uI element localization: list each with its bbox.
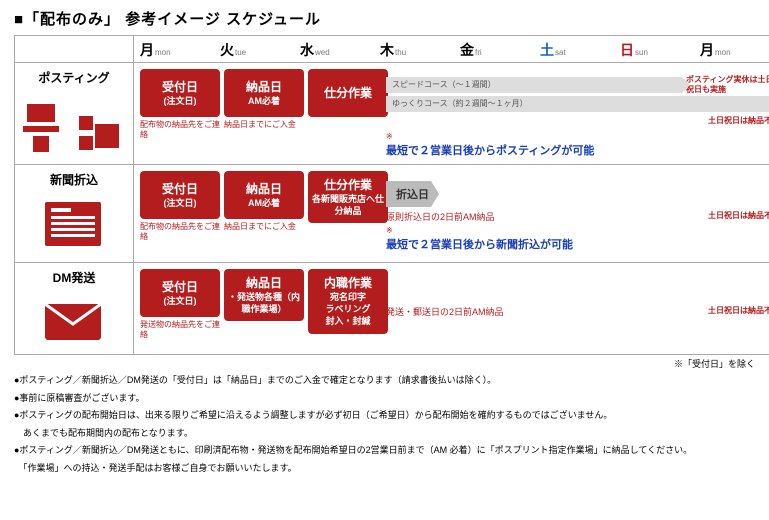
service-name-newspaper: 新聞折込 (19, 171, 129, 188)
footnote: あくまでも配布期間内の配布となります。 (14, 427, 755, 441)
schedule-box: 内職作業宛名印字ラベリング封入・封緘 (308, 269, 388, 334)
footnote: ●ポスティングの配布開始日は、出来る限りご希望に沿えるよう調整しますが必ず初日（… (14, 409, 755, 423)
day-header: 水wed (300, 40, 380, 60)
box-subnote: 納品日までにご入金 (224, 222, 304, 232)
no-delivery-note: 土日祝日は納品不可 (708, 305, 769, 318)
day-header: 火tue (220, 40, 300, 60)
box-subnote: 発送物の納品先をご連絡 (140, 320, 220, 341)
day-header: 月mon (700, 40, 769, 60)
schedule-box: 納品日・発送物各種（内職作業場） (224, 269, 304, 321)
schedule-box: 受付日(注文日) (140, 269, 220, 317)
schedule-box: 受付日(注文日) (140, 69, 220, 117)
dm-icon (39, 296, 109, 346)
day-header: 金fri (460, 40, 540, 60)
schedule-box: 納品日AM必着 (224, 171, 304, 219)
service-name-posting: ポスティング (19, 69, 129, 86)
newspaper-icon (39, 198, 109, 254)
blue-summary: 最短で２営業日後からポスティングが可能 (386, 145, 594, 157)
box-subnote: 配布物の納品先をご連絡 (140, 120, 220, 141)
no-delivery-note: 土日祝日は納品不可 (708, 115, 769, 126)
arrow-side-note: ポスティング実休は土日祝日も実施 (686, 75, 769, 94)
footnote: 「作業場」への持込・発送手配はお客様ご自身でお願いいたします。 (14, 462, 755, 476)
asterisk: ※ (386, 132, 393, 141)
day-header: 土sat (540, 40, 620, 60)
service-name-dm: DM発送 (19, 269, 129, 286)
posting-icon (19, 96, 129, 156)
mid-red-note: 原則折込日の2日前AM納品 (386, 210, 495, 223)
blue-summary: 最短で２営業日後から新聞折込が可能 (386, 239, 573, 251)
day-header: 日sun (620, 40, 700, 60)
mid-red-note: 発送・郵送日の2日前AM納品 (386, 305, 504, 318)
footer-right-note: ※「受付日」を除く (14, 357, 755, 370)
schedule-box: 受付日(注文日) (140, 171, 220, 219)
day-header: 月mon (140, 40, 220, 60)
schedule-table: 月mon火tue水wed木thu金fri土sat日sun月mon ポスティング … (14, 35, 769, 355)
schedule-box: 仕分作業各新聞販売店へ仕分納品 (308, 171, 388, 223)
schedule-box: 仕分作業 (308, 69, 388, 117)
orikomi-box: 折込日 (386, 181, 439, 207)
footnote: ●ポスティング／新聞折込／DM発送ともに、印刷済配布物・発送物を配布開始希望日の… (14, 444, 755, 458)
page-title: ■「配布のみ」 参考イメージ スケジュール (14, 8, 755, 29)
schedule-box: 納品日AM必着 (224, 69, 304, 117)
arrow-slow: ゆっくりコース（約２週間～１ヶ月） (386, 96, 769, 112)
no-delivery-note: 土日祝日は納品不可 (708, 210, 769, 223)
footnote: ●事前に原稿審査がございます。 (14, 392, 755, 406)
arrow-speed: スピードコース（～１週間） (386, 77, 682, 93)
footnote: ●ポスティング／新聞折込／DM発送の「受付日」は「納品日」までのご入金で確定とな… (14, 374, 755, 388)
box-subnote: 配布物の納品先をご連絡 (140, 222, 220, 243)
day-header: 木thu (380, 40, 460, 60)
box-subnote: 納品日までにご入金 (224, 120, 304, 130)
